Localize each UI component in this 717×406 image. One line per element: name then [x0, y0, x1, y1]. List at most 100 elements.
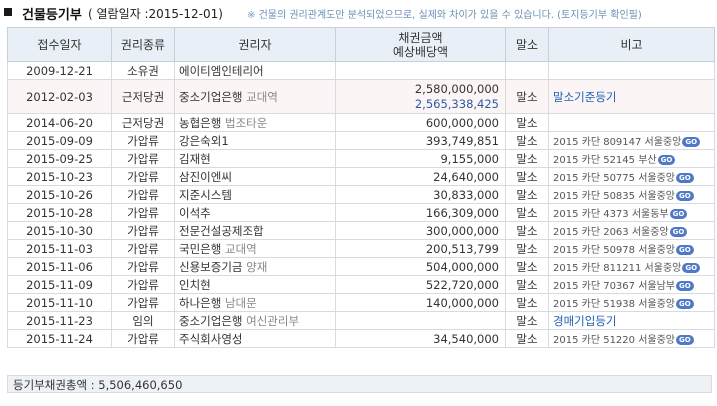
- holder-branch: 양재: [246, 259, 268, 274]
- cell-right-type: 가압류: [111, 293, 175, 312]
- cell-date: 2015-11-23: [7, 311, 112, 330]
- table-row: 2015-11-03 가압류 국민은행 교대역 200,513,799 말소 2015 카…: [7, 239, 715, 258]
- holder-name: 신용보증기금: [179, 259, 243, 274]
- cell-date: 2015-11-10: [7, 293, 112, 312]
- cell-holder: 국민은행 교대역: [174, 239, 336, 258]
- total-claims-value: 5,506,460,650: [98, 378, 183, 392]
- cell-note[interactable]: 2015 카단 50775 서울중앙 GO: [548, 167, 715, 186]
- cell-note[interactable]: 2015 카단 4373 서울동부 GO: [548, 203, 715, 222]
- go-button[interactable]: GO: [682, 136, 701, 147]
- section-header: 건물등기부 ( 열람일자 :2015-12-01) ※ 건물의 권리관계도만 분…: [4, 4, 714, 24]
- cell-note[interactable]: 2015 카단 2063 서울중앙 GO: [548, 221, 715, 240]
- holder-name: 인치현: [179, 277, 211, 292]
- col-header-date: 접수일자: [7, 27, 112, 62]
- cancel-text: 말소: [516, 313, 538, 328]
- cell-amount: [335, 311, 506, 330]
- cell-amount: 504,000,000: [335, 257, 506, 276]
- cancel-text: 말소: [516, 115, 538, 130]
- cancel-text: 말소: [516, 241, 538, 256]
- table-row: 2015-11-09 가압류 인치현 522,720,000 말소 2015 카단 703…: [7, 275, 715, 294]
- cell-holder: 중소기업은행 여신관리부: [174, 311, 336, 330]
- claim-amount: 166,309,000: [425, 205, 499, 220]
- cell-holder: 농협은행 법조타운: [174, 113, 336, 132]
- go-button[interactable]: GO: [682, 262, 701, 273]
- right-type-text: 소유권: [127, 63, 159, 78]
- notice-mark: ※: [247, 10, 256, 21]
- cell-amount: [335, 61, 506, 80]
- cell-date: 2015-10-28: [7, 203, 112, 222]
- right-type-text: 근저당권: [121, 115, 165, 130]
- date-text: 2015-10-26: [26, 187, 93, 202]
- holder-name: 중소기업은행: [179, 313, 243, 328]
- claim-amount: 140,000,000: [425, 295, 499, 310]
- cell-amount: 9,155,000: [335, 149, 506, 168]
- cell-amount: 24,640,000: [335, 167, 506, 186]
- go-button[interactable]: GO: [676, 190, 694, 201]
- go-button[interactable]: GO: [676, 334, 694, 345]
- cell-holder: 하나은행 남대문: [174, 293, 336, 312]
- cancel-text: 말소: [516, 223, 538, 238]
- cell-note[interactable]: 2015 카단 50978 서울중앙 GO: [548, 239, 715, 258]
- go-button[interactable]: GO: [669, 208, 688, 219]
- go-button[interactable]: GO: [676, 172, 694, 183]
- right-type-text: 가압류: [127, 169, 159, 184]
- cell-cancel: 말소: [505, 221, 549, 240]
- cell-date: 2015-10-30: [7, 221, 112, 240]
- date-text: 2015-11-03: [26, 241, 93, 256]
- holder-branch: 교대역: [224, 241, 257, 256]
- cell-note[interactable]: 2015 카단 51220 서울중앙 GO: [548, 329, 715, 348]
- cancel-text: 말소: [516, 187, 538, 202]
- cell-right-type: 가압류: [111, 221, 175, 240]
- table-row: 2012-02-03 근저당권 중소기업은행 교대역 2,580,000,000 2,5…: [7, 79, 715, 114]
- right-type-text: 임의: [132, 313, 154, 328]
- right-type-text: 가압류: [127, 187, 159, 202]
- holder-name: 에이티엠인테리어: [179, 63, 264, 78]
- expected-dividend: 2,565,338,425: [414, 96, 499, 111]
- cell-note[interactable]: 경매기입등기: [548, 311, 715, 330]
- note-link[interactable]: 경매기입등기: [553, 313, 617, 328]
- cell-date: 2015-10-23: [7, 167, 112, 186]
- cell-amount: 166,309,000: [335, 203, 506, 222]
- go-button[interactable]: GO: [657, 154, 676, 165]
- cell-right-type: 가압류: [111, 149, 175, 168]
- claim-amount: 522,720,000: [425, 277, 499, 292]
- note-link[interactable]: 말소기준등기: [553, 89, 617, 104]
- date-text: 2015-11-23: [26, 313, 93, 328]
- holder-name: 이석추: [179, 205, 211, 220]
- table-header-row: 접수일자 권리종류 권리자 채권금액 예상배당액 말소 비고: [7, 27, 715, 62]
- case-number: 2015 카단 809147 서울중앙: [553, 137, 682, 148]
- cancel-text: 말소: [516, 277, 538, 292]
- holder-name: 하나은행: [179, 295, 222, 310]
- cell-note[interactable]: 말소기준등기: [548, 79, 715, 114]
- right-type-text: 가압류: [127, 133, 159, 148]
- cell-note[interactable]: 2015 카단 70367 서울남부 GO: [548, 275, 715, 294]
- table-row: 2015-10-30 가압류 전문건설공제조합 300,000,000 말소 2015 카…: [7, 221, 715, 240]
- table-row: 2015-09-09 가압류 강은숙외1 393,749,851 말소 2015 카단 8…: [7, 131, 715, 150]
- holder-name: 농협은행: [179, 115, 222, 130]
- cell-right-type: 가압류: [111, 185, 175, 204]
- cell-right-type: 가압류: [111, 167, 175, 186]
- right-type-text: 가압류: [127, 295, 159, 310]
- go-button[interactable]: GO: [676, 280, 694, 291]
- go-button[interactable]: GO: [669, 226, 688, 237]
- right-type-text: 가압류: [127, 205, 159, 220]
- date-text: 2015-10-23: [26, 169, 93, 184]
- cell-date: 2009-12-21: [7, 61, 112, 80]
- go-button[interactable]: GO: [676, 298, 694, 309]
- cell-right-type: 근저당권: [111, 79, 175, 114]
- cell-cancel: 말소: [505, 329, 549, 348]
- claim-amount: 504,000,000: [425, 259, 499, 274]
- go-button[interactable]: GO: [676, 244, 694, 255]
- cell-note[interactable]: 2015 카단 809147 서울중앙 GO: [548, 131, 715, 150]
- cell-right-type: 가압류: [111, 275, 175, 294]
- total-claims-label: 등기부채권총액: [13, 378, 88, 392]
- cell-holder: 중소기업은행 교대역: [174, 79, 336, 114]
- cell-note[interactable]: 2015 카단 52145 부산 GO: [548, 149, 715, 168]
- cell-note[interactable]: 2015 카단 811211 서울중앙 GO: [548, 257, 715, 276]
- cell-right-type: 가압류: [111, 257, 175, 276]
- claim-amount: 34,540,000: [433, 331, 499, 346]
- table-row: 2015-09-25 가압류 김재현 9,155,000 말소 2015 카단 52145…: [7, 149, 715, 168]
- cell-note[interactable]: 2015 카단 51938 서울중앙 GO: [548, 293, 715, 312]
- cell-note[interactable]: 2015 카단 50835 서울중앙 GO: [548, 185, 715, 204]
- cell-amount: 2,580,000,000 2,565,338,425: [335, 79, 506, 114]
